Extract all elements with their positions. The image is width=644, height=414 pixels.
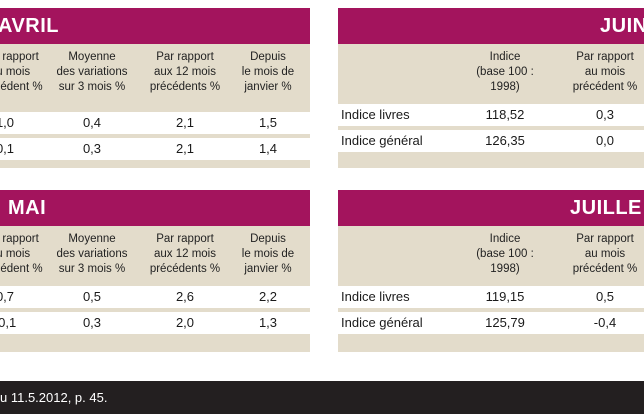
- table-row: 0,1 0,3 2,1 1,4: [0, 138, 310, 160]
- table-row: 1,0 0,4 2,1 1,5: [0, 112, 310, 134]
- month-title: MAI: [8, 197, 47, 219]
- cell: 118,52: [485, 107, 525, 122]
- cell: -0,4: [593, 315, 617, 330]
- month-title: JUILLE: [570, 197, 642, 219]
- row-label: Indice livres: [341, 107, 410, 122]
- month-title: AVRIL: [0, 15, 60, 37]
- source-text: u 11.5.2012, p. 45.: [0, 390, 108, 405]
- table-row: Indice général 125,79 -0,4: [338, 312, 644, 334]
- cell: -0,1: [0, 315, 17, 330]
- col-header: Indice (base 100 :1998): [476, 51, 534, 93]
- cell: 1,5: [258, 115, 278, 130]
- cell: 0,0: [595, 133, 615, 148]
- month-title: JUIN: [600, 15, 644, 37]
- cell: 0,4: [82, 115, 102, 130]
- cell: 126,35: [485, 133, 525, 148]
- cell: 1,0: [0, 115, 15, 130]
- cell: 0,7: [0, 289, 15, 304]
- cell: 2,1: [175, 141, 195, 156]
- table-row: -0,1 0,3 2,0 1,3: [0, 312, 310, 334]
- month-band: MAI: [0, 190, 310, 226]
- cell: 2,1: [175, 115, 195, 130]
- panel-juin: JUIN Indice (base 100 :1998) Par rapport a…: [338, 8, 644, 168]
- cell: 2,6: [175, 289, 195, 304]
- cell: 0,5: [82, 289, 102, 304]
- cell: 0,3: [82, 141, 102, 156]
- col-header: Moyenne des variations sur 3 mois %: [56, 51, 128, 93]
- cell: 0,3: [82, 315, 102, 330]
- cell: 2,2: [258, 289, 278, 304]
- col-header: Depuis le mois de janvier %: [241, 233, 295, 275]
- column-headers: Indice (base 100 :1998) Par rapport au moi…: [338, 44, 644, 112]
- month-band: AVRIL: [0, 8, 310, 44]
- cell: 0,3: [595, 107, 615, 122]
- col-header: Par rapport aux 12 mois précédents %: [149, 233, 221, 275]
- cell: 1,4: [258, 141, 278, 156]
- row-label: Indice livres: [341, 289, 410, 304]
- panel-juillet: JUILLE Indice (base 100 :1998) Par rappor…: [338, 190, 644, 352]
- col-header: Par rapport aux 12 mois précédents %: [149, 51, 221, 93]
- table-row: Indice livres 118,52 0,3: [338, 104, 644, 126]
- col-header: Indice (base 100 :1998): [476, 233, 534, 275]
- cell: 125,79: [485, 315, 525, 330]
- month-band: JUILLE: [338, 190, 644, 226]
- cell: 2,0: [175, 315, 195, 330]
- col-header: Moyenne des variations sur 3 mois %: [56, 233, 128, 275]
- cell: 119,15: [485, 289, 525, 304]
- cell: 0,1: [0, 141, 15, 156]
- col-header: Depuis le mois de janvier %: [241, 51, 295, 93]
- month-band: JUIN: [338, 8, 644, 44]
- cell: 1,3: [258, 315, 278, 330]
- source-footer: u 11.5.2012, p. 45.: [0, 381, 644, 414]
- table-row: Indice livres 119,15 0,5: [338, 286, 644, 308]
- table-row: 0,7 0,5 2,6 2,2: [0, 286, 310, 308]
- row-label: Indice général: [341, 315, 423, 330]
- table-row: Indice général 126,35 0,0: [338, 130, 644, 152]
- column-headers: Indice (base 100 :1998) Par rapport au moi…: [338, 226, 644, 294]
- cell: 0,5: [595, 289, 615, 304]
- row-label: Indice général: [341, 133, 423, 148]
